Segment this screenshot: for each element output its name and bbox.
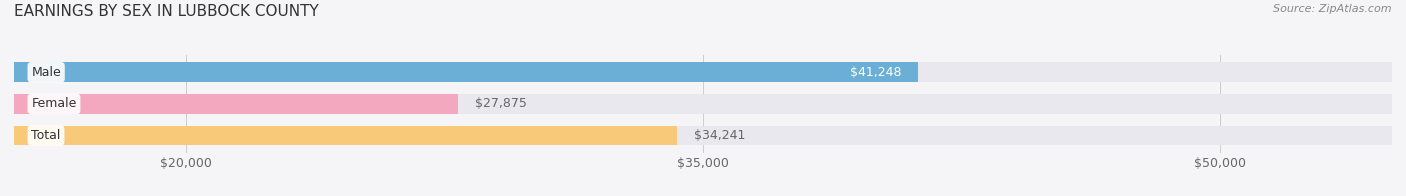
Bar — [14, 63, 1392, 82]
Text: EARNINGS BY SEX IN LUBBOCK COUNTY: EARNINGS BY SEX IN LUBBOCK COUNTY — [14, 4, 319, 19]
Text: Female: Female — [31, 97, 77, 110]
Text: Source: ZipAtlas.com: Source: ZipAtlas.com — [1274, 4, 1392, 14]
Text: Total: Total — [31, 129, 60, 142]
Text: $41,248: $41,248 — [849, 66, 901, 79]
Bar — [14, 63, 918, 82]
Bar — [14, 126, 676, 145]
Bar — [14, 94, 457, 114]
Bar — [14, 126, 1392, 145]
Text: $34,241: $34,241 — [695, 129, 745, 142]
Text: Male: Male — [31, 66, 60, 79]
Bar — [14, 94, 1392, 114]
Text: $27,875: $27,875 — [475, 97, 527, 110]
